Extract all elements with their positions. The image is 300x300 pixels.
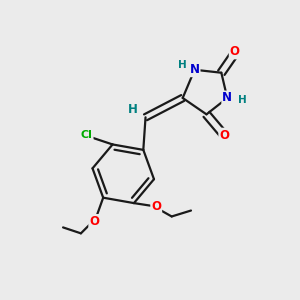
Text: H: H (128, 103, 138, 116)
Text: H: H (178, 60, 187, 70)
Text: N: N (190, 63, 200, 76)
Text: N: N (222, 92, 232, 104)
Text: Cl: Cl (81, 130, 93, 140)
Text: H: H (238, 95, 247, 105)
Text: O: O (219, 129, 229, 142)
Text: O: O (151, 200, 161, 213)
Text: O: O (89, 215, 99, 228)
Text: O: O (230, 45, 240, 58)
